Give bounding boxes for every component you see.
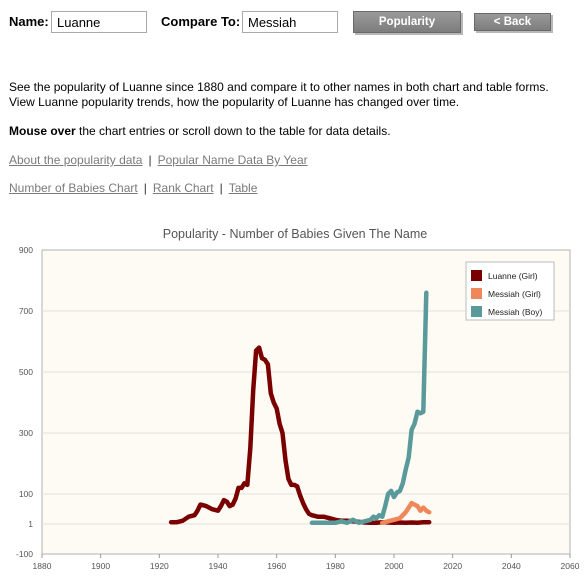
legend-swatch <box>471 270 482 281</box>
mouse-over-text: the chart entries or scroll down to the … <box>75 124 391 138</box>
series-line-0[interactable] <box>168 345 432 526</box>
popularity-button[interactable]: Popularity <box>353 11 461 33</box>
popular-name-data-by-year-link[interactable]: Popular Name Data By Year <box>157 153 308 167</box>
legend-label: Messiah (Boy) <box>488 307 542 317</box>
table-link[interactable]: Table <box>228 181 258 195</box>
legend-label: Messiah (Girl) <box>488 289 541 299</box>
description-line-1: See the popularity of Luanne since 1880 … <box>9 80 549 94</box>
series-line-2[interactable] <box>309 290 429 526</box>
y-tick-label: 700 <box>19 306 33 316</box>
mouse-over-note: Mouse over the chart entries or scroll d… <box>9 124 575 139</box>
about-popularity-data-link[interactable]: About the popularity data <box>9 153 143 167</box>
y-tick-label: 1 <box>28 519 33 529</box>
x-tick-label: 1940 <box>209 561 228 571</box>
y-tick-label: 900 <box>19 245 33 255</box>
rank-chart-link[interactable]: Rank Chart <box>152 181 214 195</box>
x-tick-label: 2020 <box>443 561 462 571</box>
number-of-babies-chart-link[interactable]: Number of Babies Chart <box>9 181 138 195</box>
chart-links-row: Number of Babies Chart | Rank Chart | Table <box>9 181 257 195</box>
y-tick-label: 300 <box>19 428 33 438</box>
x-tick-label: 1920 <box>150 561 169 571</box>
link-separator: | <box>143 181 147 195</box>
y-axis: 900 700 500 300 100 1 -100 <box>16 245 33 559</box>
link-separator: | <box>219 181 223 195</box>
x-tick-label: 1980 <box>326 561 345 571</box>
x-tick-label: 2000 <box>385 561 404 571</box>
x-tick-label: 1880 <box>33 561 52 571</box>
back-button[interactable]: < Back <box>474 13 551 31</box>
chart-legend: Luanne (Girl) Messiah (Girl) Messiah (Boy) <box>465 261 555 321</box>
chart-title: Popularity - Number of Babies Given The … <box>163 227 428 241</box>
y-tick-label: 500 <box>19 367 33 377</box>
info-links-row: About the popularity data | Popular Name D… <box>9 153 308 167</box>
legend-swatch <box>471 288 482 299</box>
x-tick-label: 1960 <box>267 561 286 571</box>
popularity-chart[interactable]: Popularity - Number of Babies Given The … <box>0 222 584 582</box>
compare-to-label: Compare To: <box>161 14 241 29</box>
y-tick-label: 100 <box>19 489 33 499</box>
x-tick-label: 1900 <box>91 561 110 571</box>
x-axis: 1880 1900 1920 1940 1960 1980 2000 2020 2040 2060 <box>33 554 580 571</box>
y-tick-label: -100 <box>16 549 33 559</box>
link-separator: | <box>148 153 152 167</box>
name-input[interactable] <box>51 11 147 33</box>
series-line-1[interactable] <box>380 500 432 526</box>
x-tick-label: 2060 <box>561 561 580 571</box>
compare-to-input[interactable] <box>242 11 338 33</box>
name-label: Name: <box>9 14 49 29</box>
series-lines[interactable] <box>168 290 432 526</box>
legend-label: Luanne (Girl) <box>488 271 538 281</box>
legend-swatch <box>471 306 482 317</box>
x-tick-label: 2040 <box>502 561 521 571</box>
description-line-2: View Luanne popularity trends, how the p… <box>9 95 460 109</box>
mouse-over-bold: Mouse over <box>9 124 76 138</box>
